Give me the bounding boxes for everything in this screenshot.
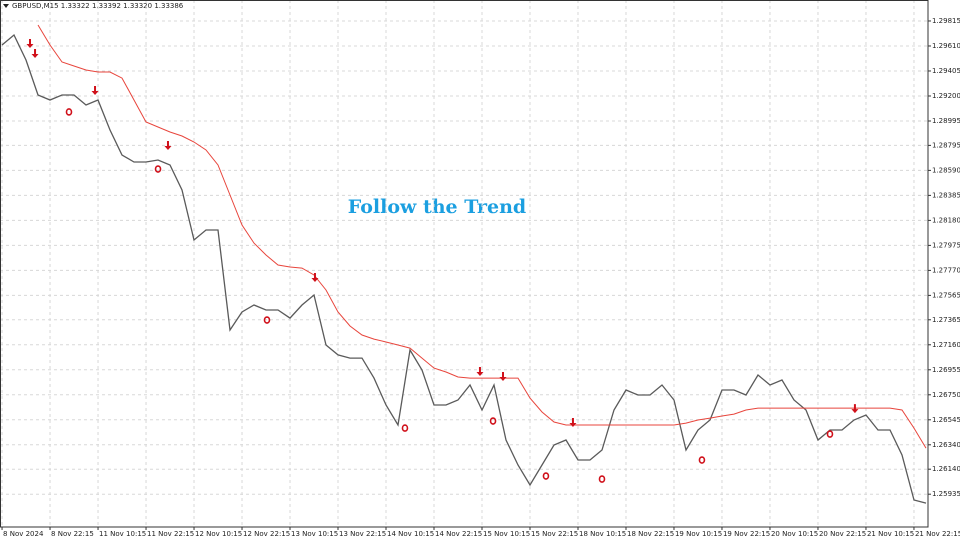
- x-tick-label: 20 Nov 10:15: [771, 530, 818, 538]
- y-tick-label: 1.28995: [932, 117, 960, 125]
- y-tick-label: 1.28180: [932, 216, 960, 224]
- menu-triangle[interactable]: [3, 4, 9, 8]
- sell-arrow: [31, 49, 39, 59]
- sell-arrow: [851, 404, 859, 414]
- x-tick-label: 12 Nov 22:15: [243, 530, 290, 538]
- y-tick-label: 1.29405: [932, 67, 960, 75]
- x-tick-label: 8 Nov 22:15: [51, 530, 94, 538]
- y-tick-label: 1.27975: [932, 241, 960, 249]
- x-tick-label: 12 Nov 10:15: [195, 530, 242, 538]
- x-tick-label: 19 Nov 10:15: [675, 530, 722, 538]
- y-tick-label: 1.29200: [932, 92, 960, 100]
- y-tick-label: 1.26140: [932, 465, 960, 473]
- buy-marker: [263, 316, 271, 324]
- x-tick-label: 21 Nov 10:15: [867, 530, 914, 538]
- y-tick-label: 1.26955: [932, 366, 960, 374]
- y-tick-label: 1.27365: [932, 316, 960, 324]
- sell-arrow: [26, 39, 34, 49]
- sell-arrow: [499, 372, 507, 382]
- annotation: Follow the Trend: [348, 196, 526, 218]
- buy-marker: [698, 456, 706, 464]
- x-tick-label: 14 Nov 22:15: [435, 530, 482, 538]
- y-tick-label: 1.25935: [932, 490, 960, 498]
- y-tick-label: 1.27565: [932, 291, 960, 299]
- x-tick-label: 15 Nov 10:15: [483, 530, 530, 538]
- x-tick-label: 13 Nov 10:15: [291, 530, 338, 538]
- sell-arrow: [476, 367, 484, 377]
- y-tick-label: 1.27160: [932, 341, 960, 349]
- buy-marker: [489, 417, 497, 425]
- y-tick-label: 1.28590: [932, 166, 960, 174]
- x-tick-label: 18 Nov 22:15: [627, 530, 674, 538]
- y-tick-label: 1.29815: [932, 17, 960, 25]
- y-tick-label: 1.26750: [932, 391, 960, 399]
- buy-marker: [65, 108, 73, 116]
- x-tick-label: 19 Nov 22:15: [723, 530, 770, 538]
- sell-arrow: [91, 86, 99, 96]
- buy-marker: [598, 475, 606, 483]
- x-tick-label: 18 Nov 10:15: [579, 530, 626, 538]
- y-tick-label: 1.27770: [932, 266, 960, 274]
- trailing-stop-line: [37, 24, 927, 449]
- buy-marker: [826, 430, 834, 438]
- y-tick-label: 1.26545: [932, 416, 960, 424]
- y-tick-label: 1.29610: [932, 42, 960, 50]
- plot-frame: [0, 0, 929, 528]
- y-tick-label: 1.28795: [932, 141, 960, 149]
- sell-arrow: [569, 417, 577, 427]
- x-tick-label: 14 Nov 10:15: [387, 530, 434, 538]
- x-tick-label: 8 Nov 2024: [3, 530, 44, 538]
- y-tick-label: 1.28385: [932, 191, 960, 199]
- price-line: [1, 33, 927, 504]
- y-tick-label: 1.26340: [932, 441, 960, 449]
- buy-marker: [542, 472, 550, 480]
- x-tick-label: 11 Nov 22:15: [147, 530, 194, 538]
- buy-marker: [154, 165, 162, 173]
- x-tick-label: 13 Nov 22:15: [339, 530, 386, 538]
- x-tick-label: 20 Nov 22:15: [819, 530, 866, 538]
- sell-arrow: [164, 141, 172, 151]
- buy-marker: [401, 424, 409, 432]
- x-tick-label: 11 Nov 10:15: [99, 530, 146, 538]
- x-tick-label: 15 Nov 22:15: [531, 530, 578, 538]
- sell-arrow: [311, 272, 319, 282]
- x-tick-label: 21 Nov 22:15: [915, 530, 960, 538]
